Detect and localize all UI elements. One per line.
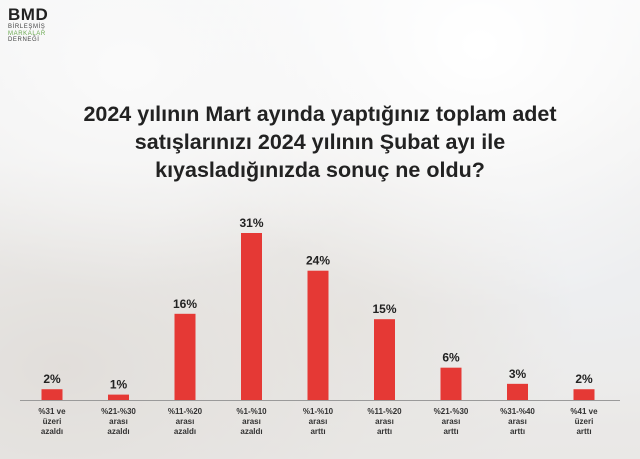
category-label-4: %1-%10 arası arttı	[303, 407, 334, 436]
chart-title: 2024 yılının Mart ayında yaptığınız topl…	[20, 100, 620, 184]
category-label-0: %31 ve üzeri azaldı	[38, 407, 66, 436]
logo-main-text: BMD	[8, 5, 49, 24]
bar-7	[507, 383, 528, 400]
bar-8	[573, 389, 595, 400]
logo-line-2: MARKALAR	[8, 30, 46, 37]
category-label-8: %41 ve üzeri arttı	[570, 407, 598, 436]
bmd-logo: BMD BİRLEŞMİŞ MARKALAR DERNEĞİ	[8, 6, 78, 44]
category-label-6: %21-%30 arası arttı	[434, 407, 469, 436]
data-label-7: 3%	[509, 367, 527, 381]
data-label-2: 16%	[173, 297, 197, 311]
bar-0	[41, 389, 63, 400]
category-label-7: %31-%40 arası arttı	[500, 407, 535, 436]
bar-6	[440, 367, 462, 400]
bar-5	[374, 319, 395, 400]
data-label-5: 15%	[372, 302, 396, 316]
chart-title-line-1: 2024 yılının Mart ayında yaptığınız topl…	[83, 102, 557, 126]
data-label-6: 6%	[442, 351, 460, 365]
data-label-3: 31%	[239, 216, 263, 230]
data-label-4: 24%	[306, 254, 330, 268]
chart-title-line-3: kıyasladığınızda sonuç ne oldu?	[155, 158, 485, 182]
bar-2	[174, 313, 196, 400]
bar-4	[307, 270, 329, 400]
category-label-1: %21-%30 arası azaldı	[101, 407, 136, 436]
logo-line-1: BİRLEŞMİŞ	[8, 24, 46, 30]
category-label-3: %1-%10 arası azaldı	[236, 407, 267, 436]
bar-3	[241, 233, 262, 400]
logo-line-3: DERNEĞİ	[8, 37, 40, 43]
category-label-5: %11-%20 arası arttı	[367, 407, 402, 436]
category-label-2: %11-%20 arası azaldı	[168, 407, 203, 436]
bar-1	[108, 394, 129, 400]
data-label-1: 1%	[110, 378, 128, 392]
data-label-0: 2%	[43, 372, 61, 386]
chart-title-line-2: satışlarınızı 2024 yılının Şubat ayı ile	[134, 130, 506, 154]
data-label-8: 2%	[575, 372, 593, 386]
